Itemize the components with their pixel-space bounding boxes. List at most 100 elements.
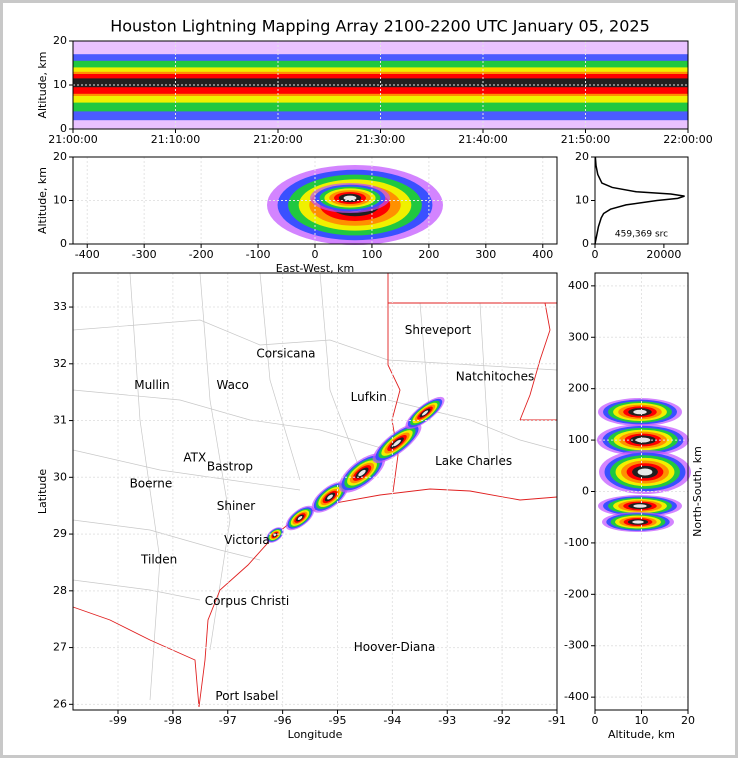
axes-box <box>72 272 558 711</box>
y-tick-label: 20 <box>53 34 67 47</box>
y-tick-label: 31 <box>53 414 67 427</box>
x-tick-label: -93 <box>438 714 456 727</box>
x-tick-label: 10 <box>635 714 649 727</box>
y-tick-label: 20 <box>53 150 67 163</box>
density <box>637 468 653 476</box>
x-tick-label: 21:20:00 <box>253 133 302 146</box>
y-tick-label: 27 <box>53 641 67 654</box>
x-tick-label: 0 <box>312 248 319 261</box>
city-label: Hoover-Diana <box>354 640 436 654</box>
y-tick-label: 0 <box>60 237 67 250</box>
density <box>358 469 366 477</box>
y-tick-label: 20 <box>575 150 589 163</box>
x-tick-label: 100 <box>361 248 382 261</box>
density <box>632 520 644 524</box>
x-tick-label: 20000 <box>646 248 681 261</box>
y-tick-label: 26 <box>53 697 67 710</box>
density <box>343 195 357 201</box>
x-tick-label: -95 <box>329 714 347 727</box>
y-axis-label: North-South, km <box>691 446 704 537</box>
altitude-histogram <box>594 156 685 245</box>
y-tick-label: 200 <box>568 382 589 395</box>
x-tick-label: 21:30:00 <box>356 133 405 146</box>
x-axis-label: Altitude, km <box>608 728 675 741</box>
axes-box <box>594 272 689 711</box>
y-tick-label: 10 <box>53 194 67 207</box>
x-tick-label: -92 <box>493 714 511 727</box>
x-tick-label: -96 <box>274 714 292 727</box>
y-tick-label: 10 <box>575 194 589 207</box>
x-tick-label: -98 <box>164 714 182 727</box>
city-label: Tilden <box>140 553 177 567</box>
x-tick-label: -91 <box>548 714 566 727</box>
x-tick-label: 20 <box>681 714 695 727</box>
y-tick-label: -100 <box>564 536 589 549</box>
axes-box <box>594 156 689 245</box>
density <box>393 439 401 447</box>
x-tick-label: -100 <box>246 248 271 261</box>
city-label: Corsicana <box>256 347 315 361</box>
source-count: 459,369 src <box>615 230 668 240</box>
city-label: Shiner <box>217 499 256 513</box>
city-label: Victoria <box>224 533 270 547</box>
density <box>633 409 647 415</box>
y-tick-label: 0 <box>60 122 67 135</box>
axes-box <box>72 40 689 130</box>
x-tick-label: 300 <box>475 248 496 261</box>
city-label: Natchitoches <box>456 369 534 383</box>
y-tick-label: 100 <box>568 433 589 446</box>
x-tick-label: -94 <box>383 714 401 727</box>
city-label: Corpus Christi <box>205 594 290 608</box>
x-tick-label: 22:00:00 <box>663 133 712 146</box>
y-tick-label: 33 <box>53 300 67 313</box>
city-label: Bastrop <box>207 460 253 474</box>
x-tick-label: 400 <box>532 248 553 261</box>
x-tick-label: 200 <box>418 248 439 261</box>
y-tick-label: 32 <box>53 357 67 370</box>
x-tick-label: 21:00:00 <box>48 133 97 146</box>
x-tick-label: 21:10:00 <box>151 133 200 146</box>
density <box>633 504 647 508</box>
city-label: Shreveport <box>405 323 472 337</box>
axes-box <box>72 156 558 245</box>
y-tick-label: -300 <box>564 639 589 652</box>
y-tick-label: -200 <box>564 587 589 600</box>
y-axis-label: Altitude, km <box>36 51 49 118</box>
city-label: ATX <box>183 451 206 465</box>
x-tick-label: -200 <box>189 248 214 261</box>
chart-title: Houston Lightning Mapping Array 2100-220… <box>110 17 650 36</box>
y-tick-label: 0 <box>582 485 589 498</box>
x-axis-label: Longitude <box>288 728 343 741</box>
city-label: Lufkin <box>351 390 387 404</box>
y-tick-label: -400 <box>564 690 589 703</box>
county-lines <box>72 272 558 701</box>
y-tick-label: 30 <box>53 470 67 483</box>
city-label: Boerne <box>130 477 173 491</box>
density <box>297 516 303 520</box>
y-axis-label: Latitude <box>36 469 49 515</box>
x-tick-label: -400 <box>75 248 100 261</box>
x-tick-label: 0 <box>592 714 599 727</box>
y-axis-label: Altitude, km <box>36 167 49 234</box>
y-tick-label: 0 <box>582 237 589 250</box>
x-tick-label: 21:50:00 <box>561 133 610 146</box>
city-label: Port Isabel <box>215 689 278 703</box>
density <box>421 410 429 416</box>
city-label: Waco <box>216 378 248 392</box>
city-label: Lake Charles <box>435 454 512 468</box>
x-axis-label: East-West, km <box>276 262 354 275</box>
x-tick-label: 21:40:00 <box>458 133 507 146</box>
density <box>327 494 333 500</box>
y-tick-label: 29 <box>53 527 67 540</box>
x-tick-label: 0 <box>592 248 599 261</box>
city-label: Mullin <box>134 378 170 392</box>
x-tick-label: -99 <box>109 714 127 727</box>
x-tick-label: -97 <box>219 714 237 727</box>
y-tick-label: 300 <box>568 330 589 343</box>
x-tick-label: -300 <box>132 248 157 261</box>
y-tick-label: 400 <box>568 279 589 292</box>
y-tick-label: 28 <box>53 584 67 597</box>
y-tick-label: 10 <box>53 78 67 91</box>
